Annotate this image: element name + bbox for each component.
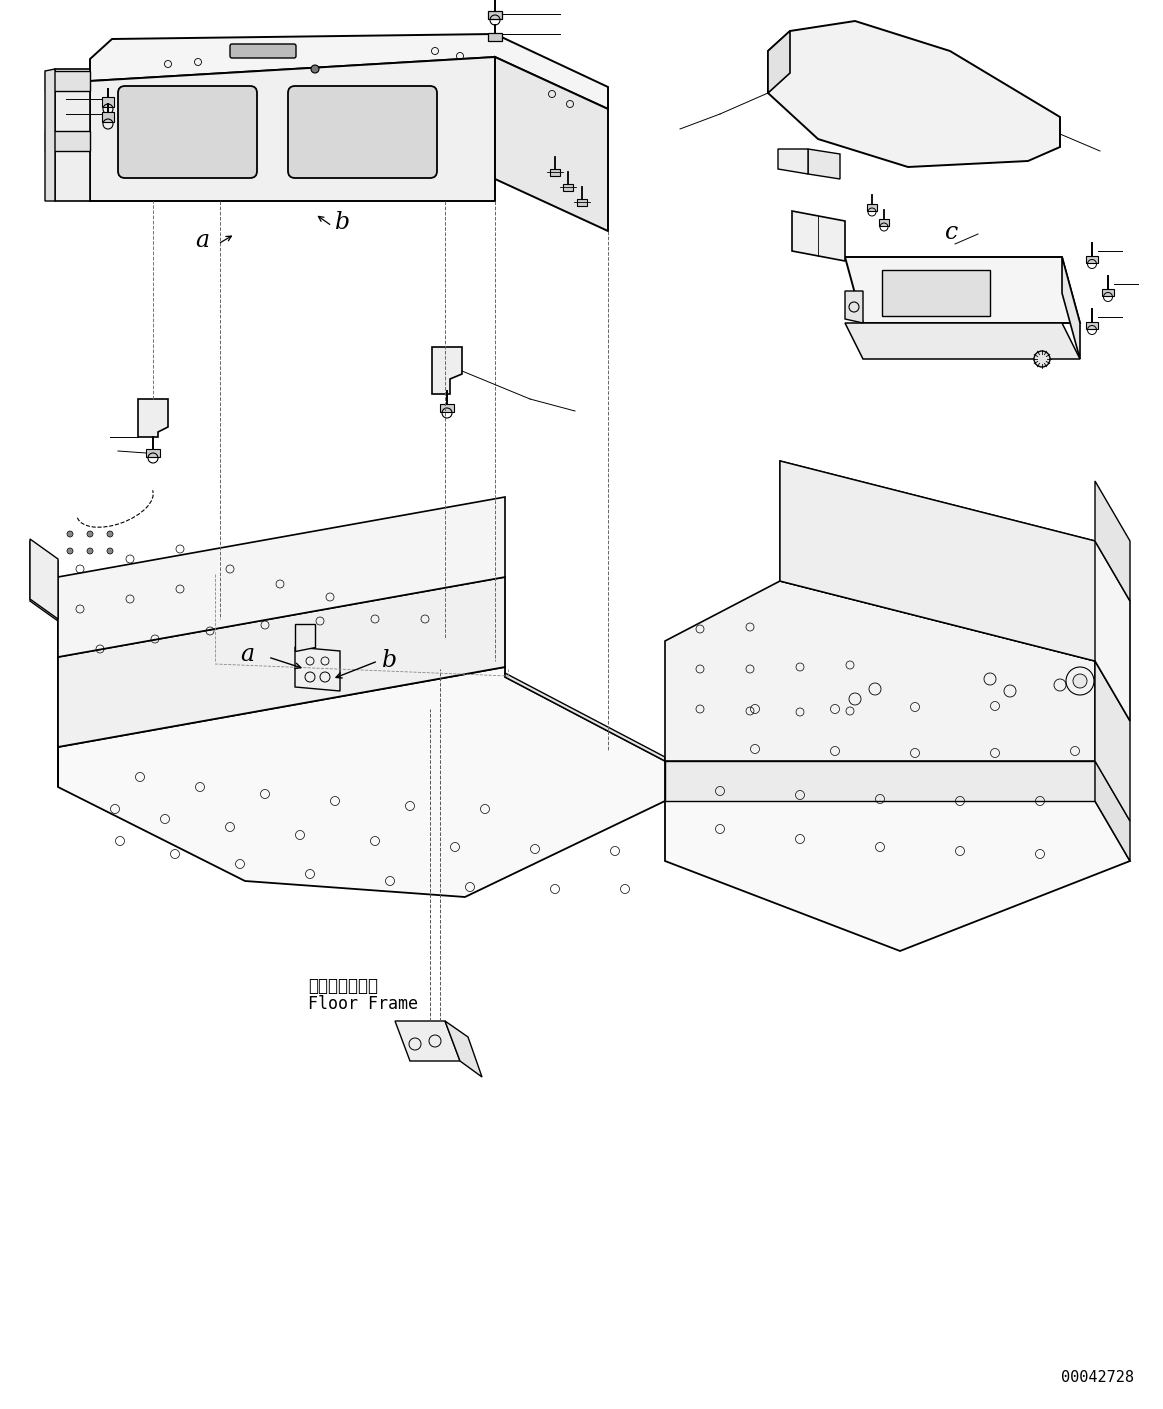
Polygon shape — [768, 21, 1059, 168]
Polygon shape — [780, 461, 1130, 721]
Polygon shape — [295, 647, 340, 690]
Circle shape — [107, 548, 113, 554]
Text: a: a — [195, 230, 209, 252]
Circle shape — [67, 548, 73, 554]
Bar — [488, 32, 502, 41]
Polygon shape — [505, 674, 665, 761]
Polygon shape — [58, 497, 505, 657]
Text: c: c — [946, 221, 958, 244]
Polygon shape — [846, 323, 1080, 359]
Polygon shape — [445, 1022, 481, 1076]
Text: フロアフレーム: フロアフレーム — [308, 976, 378, 995]
FancyBboxPatch shape — [288, 86, 437, 178]
Bar — [563, 185, 573, 192]
Bar — [1103, 289, 1114, 296]
Text: b: b — [381, 650, 397, 672]
Polygon shape — [138, 399, 167, 437]
Polygon shape — [792, 211, 846, 261]
Polygon shape — [58, 578, 505, 747]
Text: b: b — [335, 211, 350, 234]
Circle shape — [87, 548, 93, 554]
Bar — [866, 204, 877, 211]
Polygon shape — [846, 292, 863, 323]
Bar — [577, 199, 587, 206]
Circle shape — [1073, 674, 1087, 688]
Polygon shape — [665, 800, 1130, 951]
Polygon shape — [495, 56, 608, 231]
Polygon shape — [90, 34, 608, 108]
Polygon shape — [45, 70, 90, 92]
Polygon shape — [846, 256, 1080, 323]
FancyBboxPatch shape — [117, 86, 257, 178]
Polygon shape — [1096, 761, 1130, 861]
Polygon shape — [1096, 661, 1130, 821]
Bar — [102, 111, 114, 123]
Polygon shape — [30, 540, 58, 619]
Bar — [1086, 256, 1098, 263]
Polygon shape — [395, 1022, 461, 1061]
Bar — [879, 218, 889, 225]
Polygon shape — [665, 581, 1096, 761]
Polygon shape — [808, 149, 840, 179]
Polygon shape — [55, 69, 90, 201]
Text: Floor Frame: Floor Frame — [308, 995, 418, 1013]
Polygon shape — [1062, 256, 1080, 359]
Polygon shape — [30, 541, 58, 788]
Polygon shape — [45, 131, 90, 151]
Polygon shape — [58, 666, 665, 898]
Circle shape — [311, 65, 319, 73]
Circle shape — [107, 531, 113, 537]
Polygon shape — [780, 461, 1096, 661]
Polygon shape — [45, 69, 55, 201]
Text: a: a — [240, 643, 255, 666]
Text: 00042728: 00042728 — [1062, 1370, 1134, 1385]
Circle shape — [1034, 351, 1050, 366]
Polygon shape — [1096, 480, 1130, 602]
Polygon shape — [665, 761, 1096, 800]
Bar — [147, 449, 160, 457]
Circle shape — [87, 531, 93, 537]
Polygon shape — [90, 56, 495, 201]
Bar — [1086, 323, 1098, 328]
Bar — [488, 11, 502, 18]
Bar — [550, 169, 561, 176]
FancyBboxPatch shape — [230, 44, 297, 58]
Polygon shape — [295, 624, 315, 651]
Polygon shape — [778, 149, 808, 173]
Bar — [102, 97, 114, 107]
Circle shape — [67, 531, 73, 537]
Bar — [882, 271, 990, 316]
Polygon shape — [431, 347, 462, 395]
Bar — [440, 404, 454, 411]
Polygon shape — [768, 31, 790, 93]
